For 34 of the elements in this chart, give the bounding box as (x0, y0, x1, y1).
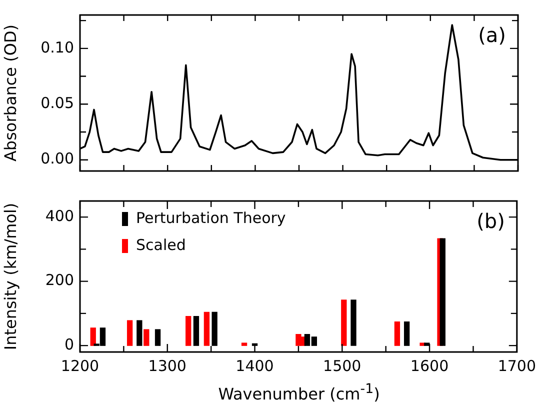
x-tick-label: 1500 (323, 356, 362, 375)
bar (90, 328, 96, 346)
x-tick-label: 1400 (236, 356, 274, 375)
x-tick-label: 1700 (498, 356, 536, 375)
y-tick-label: 400 (45, 206, 74, 225)
y-axis-title: Absorbance (OD) (0, 24, 20, 162)
y-tick-label: 0.00 (40, 150, 74, 168)
x-tick-label: 1200 (60, 356, 100, 375)
bar (144, 329, 150, 346)
annotation: (b) (476, 209, 505, 234)
x-tick-label: 1600 (410, 356, 449, 375)
bar (241, 342, 248, 346)
bar (186, 316, 192, 346)
y-tick-label: 0 (64, 335, 74, 354)
bar (154, 329, 161, 346)
bar (394, 321, 400, 346)
bar (404, 321, 410, 346)
y-tick-label: 0.10 (40, 38, 74, 56)
bar (440, 238, 446, 346)
bar (212, 312, 218, 346)
bar (204, 312, 210, 346)
legend-label: Perturbation Theory (136, 208, 286, 227)
bar (136, 320, 142, 346)
bar (350, 300, 356, 346)
bar (193, 316, 200, 346)
y-tick-label: 0.05 (40, 94, 74, 112)
bar (126, 320, 133, 346)
bar (341, 300, 347, 346)
x-axis-title: Wavenumber (cm$^{-1}$) (217, 382, 381, 403)
legend-label: Scaled (136, 236, 186, 254)
y-tick-label: 200 (45, 271, 74, 290)
x-tick-label: 1300 (148, 356, 186, 375)
y-axis-title: Intensity (km/mol) (0, 202, 20, 350)
annotation: (a) (478, 23, 506, 48)
